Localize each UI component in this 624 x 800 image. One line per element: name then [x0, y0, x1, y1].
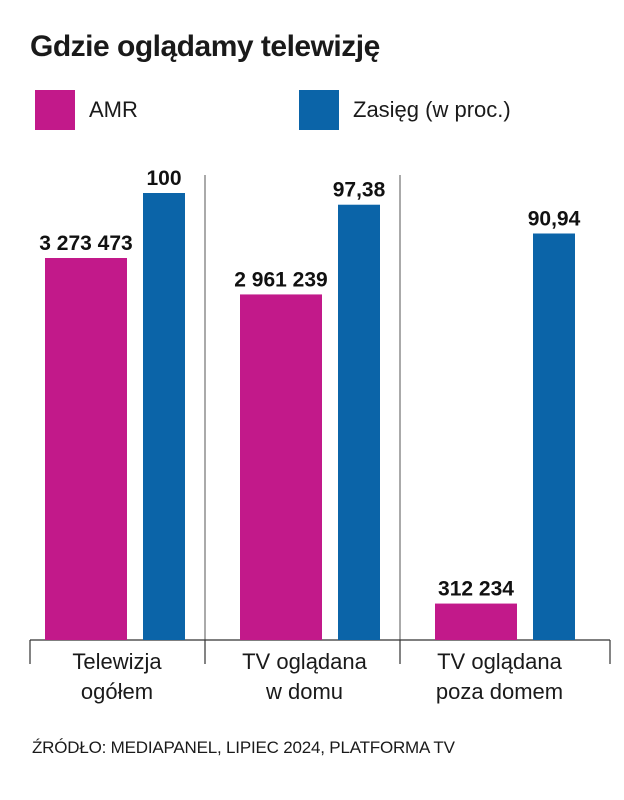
bar-value-label-reach: 100: [146, 167, 181, 190]
bar-reach: [533, 233, 575, 640]
bar-amr: [435, 603, 517, 640]
bar-amr: [45, 258, 127, 640]
bar-value-label-amr: 2 961 239: [234, 268, 327, 291]
category-label: TV oglądana: [437, 649, 563, 674]
bar-value-label-amr: 3 273 473: [39, 232, 132, 255]
chart-title: Gdzie oglądamy telewizję: [30, 30, 380, 63]
bar-value-label-amr: 312 234: [438, 578, 514, 601]
legend-item-reach: Zasięg (w proc.): [299, 87, 511, 132]
category-label: TV oglądana: [242, 649, 368, 674]
category-label: w domu: [265, 679, 343, 704]
legend-label-amr: AMR: [89, 96, 138, 122]
bar-reach: [143, 193, 185, 640]
bar-amr: [240, 294, 322, 640]
category-label: Telewizja: [72, 649, 162, 674]
bar-value-label-reach: 90,94: [528, 207, 581, 230]
source-note: ŹRÓDŁO: MEDIAPANEL, LIPIEC 2024, PLATFOR…: [32, 738, 455, 757]
category-label: ogółem: [81, 679, 153, 704]
bar-reach: [338, 204, 380, 640]
legend: AMR Zasięg (w proc.): [0, 87, 624, 132]
legend-swatch-reach: [299, 89, 339, 130]
legend-item-amr: AMR: [35, 87, 138, 132]
legend-label-reach: Zasięg (w proc.): [353, 96, 511, 122]
category-label: poza domem: [436, 679, 563, 704]
bar-value-label-reach: 97,38: [333, 179, 386, 202]
legend-swatch-amr: [35, 89, 75, 130]
